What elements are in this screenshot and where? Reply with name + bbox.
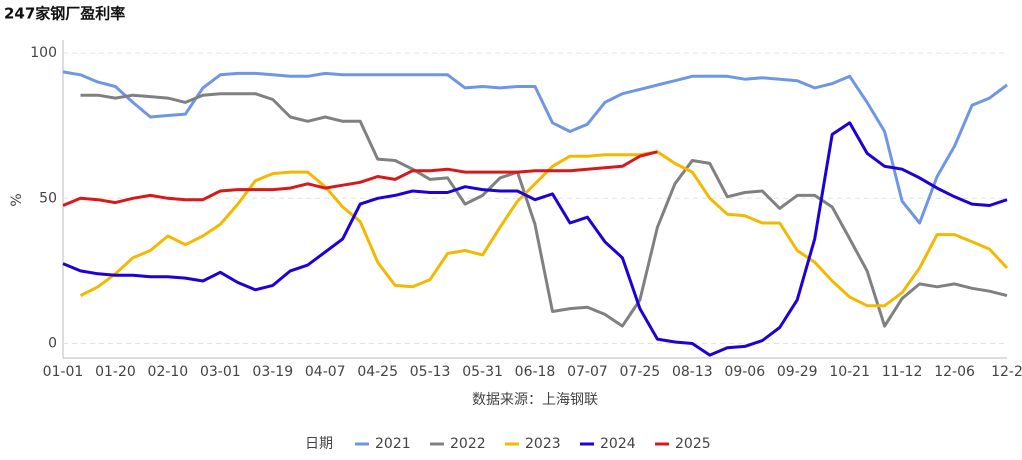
x-tick-label: 12-2 [991,364,1022,380]
legend-label: 2022 [450,436,486,452]
x-tick-label: 09-29 [777,364,818,380]
y-tick-label: 0 [48,335,57,351]
x-tick-label: 02-10 [148,364,189,380]
legend-label: 2025 [675,436,711,452]
series-line [62,121,1008,357]
x-tick-label: 01-20 [95,364,136,380]
x-tick-label: 08-13 [672,364,713,380]
series-line [80,92,1008,328]
x-tick-label: 07-07 [567,364,608,380]
legend-label: 2021 [375,436,411,452]
x-tick-label: 01-01 [43,364,84,380]
legend-title: 日期 [305,436,333,452]
x-tick-label: 03-19 [252,364,293,380]
x-tick-label: 06-18 [515,364,556,380]
x-tick-label: 11-12 [882,364,923,380]
x-tick-label: 05-31 [462,364,503,380]
x-tick-label: 10-21 [829,364,870,380]
series-line [62,70,1008,225]
x-tick-label: 05-13 [410,364,451,380]
x-tick-label: 07-25 [620,364,661,380]
x-tick-label: 12-06 [934,364,975,380]
legend-label: 2023 [525,436,561,452]
x-tick-label: 03-01 [200,364,241,380]
series-line [62,150,658,207]
x-tick-label: 04-25 [357,364,398,380]
x-tick-label: 09-06 [724,364,765,380]
legend-label: 2024 [600,436,636,452]
series-line [79,150,1009,308]
source-note: 数据来源：上海钢联 [472,392,598,408]
y-tick-label: 50 [39,190,57,206]
y-tick-label: 100 [30,45,57,61]
chart-title: 247家钢厂盈利率 [4,5,125,23]
x-tick-label: 04-07 [305,364,346,380]
y-axis-label: % [9,193,25,206]
